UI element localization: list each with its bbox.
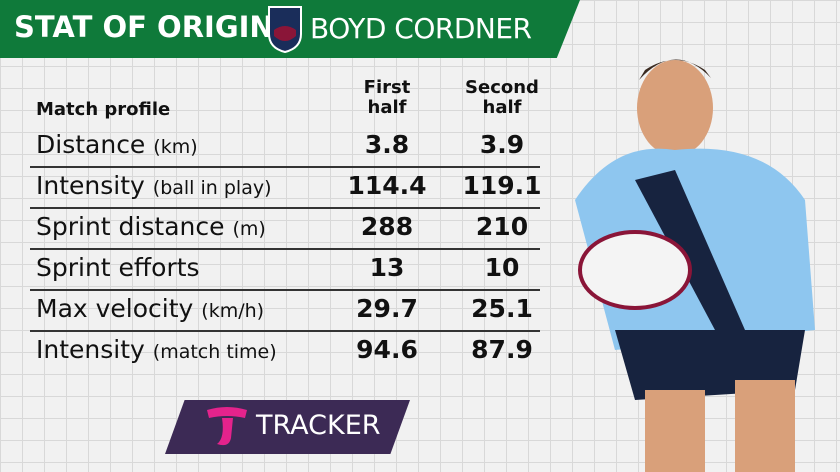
label-text: Sprint efforts bbox=[36, 253, 200, 282]
footer-bar bbox=[165, 400, 410, 454]
second-half-value: 10 bbox=[484, 253, 520, 282]
second-half-value: 3.9 bbox=[479, 130, 525, 159]
row-label: Sprint distance (m) bbox=[36, 212, 266, 241]
header-title: STAT OF ORIGIN bbox=[14, 10, 274, 44]
first-half-value: 288 bbox=[360, 212, 414, 241]
first-half-value: 29.7 bbox=[356, 294, 418, 323]
label-unit: (match time) bbox=[152, 341, 277, 363]
first-half-value: 94.6 bbox=[356, 335, 418, 364]
row-separator bbox=[30, 330, 540, 332]
row-label: Sprint efforts bbox=[36, 253, 200, 282]
first-half-value: 114.4 bbox=[347, 171, 427, 200]
label-unit: (m) bbox=[232, 218, 266, 240]
label-unit: (km/h) bbox=[201, 300, 265, 322]
row-label: Intensity (match time) bbox=[36, 335, 277, 364]
row-label: Distance (km) bbox=[36, 130, 198, 159]
second-half-value: 210 bbox=[475, 212, 529, 241]
column-header: First half bbox=[363, 77, 411, 118]
footer-brand: TRACKER bbox=[256, 410, 381, 441]
label-text: Distance bbox=[36, 130, 146, 159]
label-unit: (ball in play) bbox=[152, 177, 272, 199]
row-label: Max velocity (km/h) bbox=[36, 294, 264, 323]
first-half-value: 3.8 bbox=[364, 130, 410, 159]
second-half-value: 119.1 bbox=[462, 171, 542, 200]
row-separator bbox=[30, 248, 540, 250]
first-half-value: 13 bbox=[369, 253, 405, 282]
row-separator bbox=[30, 289, 540, 291]
player-photo bbox=[575, 59, 815, 472]
player-name: BOYD CORDNER bbox=[310, 12, 532, 45]
origin-logo bbox=[268, 6, 302, 54]
label-unit: (km) bbox=[153, 136, 198, 158]
label-text: Intensity bbox=[36, 335, 145, 364]
row-separator bbox=[30, 207, 540, 209]
second-half-value: 87.9 bbox=[471, 335, 533, 364]
column-header: Second half bbox=[465, 77, 539, 118]
column-header: Match profile bbox=[36, 99, 171, 120]
second-half-value: 25.1 bbox=[471, 294, 533, 323]
label-text: Max velocity bbox=[36, 294, 194, 323]
label-text: Sprint distance bbox=[36, 212, 225, 241]
row-label: Intensity (ball in play) bbox=[36, 171, 272, 200]
label-text: Intensity bbox=[36, 171, 145, 200]
row-separator bbox=[30, 166, 540, 168]
telstra-logo bbox=[207, 407, 247, 446]
